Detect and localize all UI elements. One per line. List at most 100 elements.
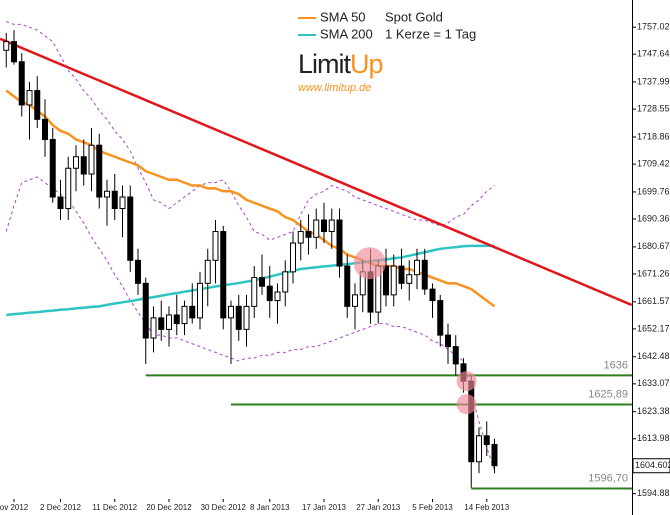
x-tick-label: 5 Feb 2013 (412, 503, 453, 512)
y-tick-label: 1747.645 (637, 49, 670, 59)
band-line (5, 176, 495, 471)
candle-body (135, 259, 141, 284)
logo: LimitUp (298, 49, 383, 79)
y-tick-label: 1613.980 (637, 433, 670, 443)
candle-body (73, 156, 79, 169)
candle-body (421, 259, 428, 290)
highlight (456, 371, 477, 392)
y-tick-label: 1737.995 (637, 76, 670, 86)
candle-body (173, 314, 180, 325)
candle-body (235, 305, 242, 330)
sma-line (6, 244, 495, 317)
candle-body (243, 305, 250, 330)
candle-body (437, 300, 444, 336)
candle-body (189, 305, 196, 319)
y-tick-label: 1680.675 (637, 241, 670, 251)
x-tick-label: 17 Jan 2013 (302, 503, 347, 512)
x-tick-label: 20 Dec 2012 (146, 503, 192, 512)
candle-body (266, 285, 273, 302)
logo-url: www.limitup.de (298, 82, 371, 94)
x-tick-label: 8 Jan 2013 (250, 503, 290, 512)
x-tick-label: 14 Feb 2013 (464, 503, 509, 512)
candle-body (305, 231, 312, 238)
candle-body (297, 231, 304, 244)
candle-body (158, 317, 165, 330)
candle-body (483, 435, 490, 445)
candle-body (220, 231, 227, 319)
candle-body (429, 288, 436, 302)
candle-body (88, 144, 95, 175)
candle-body (259, 277, 265, 287)
candle-body (251, 277, 258, 307)
candle-body (398, 265, 405, 284)
candle-body (96, 144, 103, 198)
candle-body (468, 380, 475, 463)
candle-body (476, 435, 482, 463)
highlight (456, 394, 477, 415)
trendline (0, 37, 632, 307)
candle-body (328, 219, 335, 233)
logo-part: Up (350, 49, 383, 79)
candle-body (57, 196, 64, 210)
candle-body (383, 265, 389, 296)
y-tick-label: 1718.860 (637, 131, 670, 141)
candle-body (49, 138, 56, 198)
level-label: 1596,70 (588, 472, 628, 484)
plot-area (0, 21, 632, 490)
candle-body (321, 219, 327, 233)
candle-body (26, 90, 33, 106)
y-tick-label: 1652.170 (637, 323, 670, 333)
candle-body (274, 291, 281, 302)
x-tick-label: 30 Dec 2012 (201, 503, 247, 512)
candle-body (344, 265, 351, 307)
level-label: 1625,89 (588, 388, 628, 400)
candle-body (166, 314, 172, 330)
legend-label: SMA 50 (320, 9, 366, 24)
y-tick-label: 1594.885 (637, 488, 670, 498)
candle-body (282, 271, 289, 293)
last-price: 1604.602 (635, 460, 670, 470)
candle-body (127, 196, 134, 261)
candle-body (313, 219, 320, 238)
candle-body (491, 443, 498, 467)
candle-body (142, 282, 149, 339)
candle-body (204, 259, 211, 284)
candle-body (290, 242, 296, 273)
logo-part: Limit (298, 49, 352, 79)
candle-body (18, 61, 25, 106)
y-tick-label: 1661.575 (637, 296, 670, 306)
candle-body (352, 294, 358, 307)
candle-body (3, 41, 10, 51)
candle-body (452, 346, 459, 365)
candle-body (104, 190, 110, 198)
candle-body (414, 259, 420, 276)
y-tick-label: 1709.425 (637, 159, 670, 169)
y-tick-label: 1633.075 (637, 378, 670, 388)
legend-label: SMA 200 (320, 26, 373, 41)
y-tick-label: 1671.265 (637, 268, 670, 278)
sma-line (5, 89, 496, 308)
candle-body (42, 118, 48, 140)
y-tick-label: 1623.385 (637, 406, 670, 416)
candle-body (406, 274, 413, 284)
candle-body (11, 41, 17, 63)
candle-body (65, 167, 72, 210)
candle-body (390, 265, 397, 296)
level-label: 1636 (604, 359, 628, 371)
chart-subtitle: 1 Kerze = 1 Tag (385, 26, 476, 41)
candle-body (197, 282, 203, 319)
band-line (6, 21, 495, 241)
last-price-box (632, 458, 670, 474)
y-tick-label: 1690.360 (637, 213, 670, 223)
y-tick-label: 1728.550 (637, 103, 670, 113)
candle-body (445, 334, 451, 348)
candle-body (80, 156, 87, 175)
highlight (353, 247, 386, 280)
chart-title: Spot Gold (385, 9, 443, 24)
x-tick-label: 11 Dec 2012 (92, 503, 137, 512)
candle-body (336, 219, 343, 267)
candle-body (111, 190, 118, 210)
candle-body (150, 317, 157, 339)
